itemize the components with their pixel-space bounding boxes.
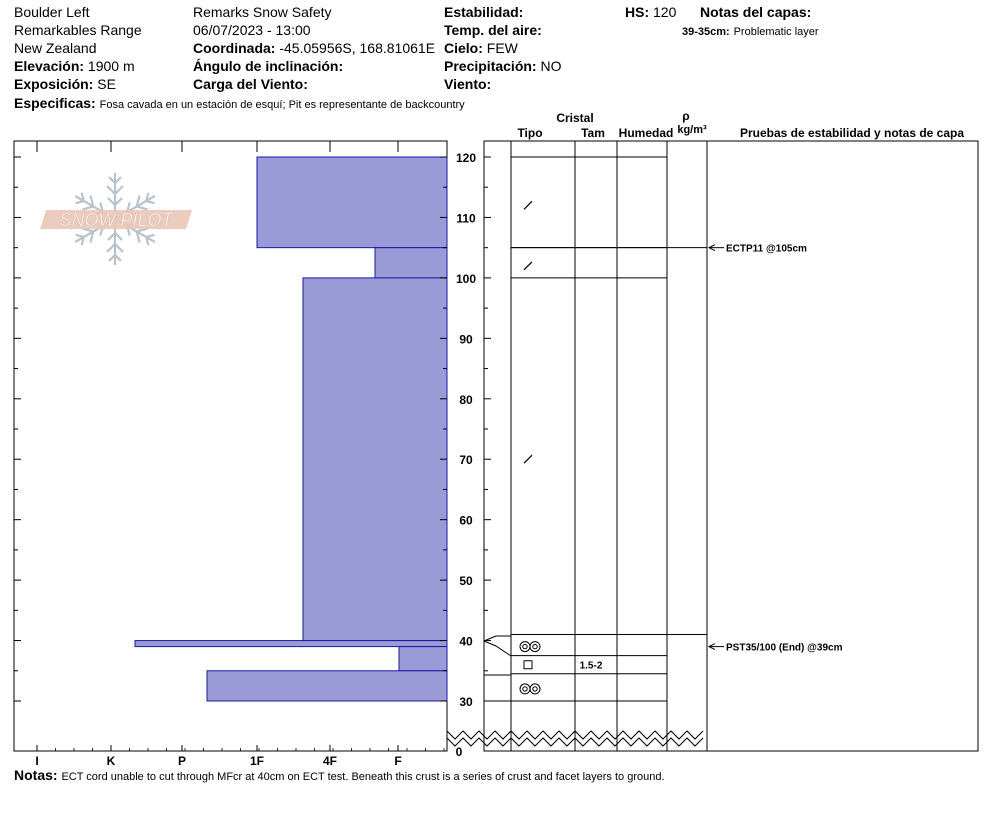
slope-angle-label: Ángulo de inclinación:	[193, 58, 344, 74]
snow-pilot-logo: SNOW PILOT	[40, 173, 192, 267]
hardness-bar-5	[206, 670, 448, 702]
hardness-label-K: K	[107, 754, 116, 768]
depth-label-110: 110	[456, 211, 476, 225]
depth-label-zero: 0	[456, 745, 463, 759]
test-label-0: ECTP11 @105cm	[726, 244, 807, 255]
observer-name: Remarks Snow Safety	[193, 4, 332, 20]
observation-datetime: 06/07/2023 - 13:00	[193, 22, 311, 38]
grain-melt-freeze-icon	[519, 683, 531, 695]
depth-label-120: 120	[456, 151, 476, 165]
precip-value: NO	[540, 58, 562, 74]
hs-value: 120	[653, 4, 677, 20]
sky-row: Cielo: FEW	[444, 39, 518, 57]
wind-load-label: Carga del Viento:	[193, 76, 308, 92]
depth-label-60: 60	[459, 514, 473, 528]
grain-melt-freeze-icon-inner	[522, 643, 528, 650]
specifics-label: Especificas:	[14, 95, 96, 111]
grain-decomposing-icon	[523, 200, 533, 210]
rho-header: ρ	[682, 109, 689, 123]
test-arrow-icon	[707, 244, 716, 252]
test-label-1: PST35/100 (End) @39cm	[726, 643, 843, 654]
stability-tests: ECTP11 @105cm PST35/100 (End) @39cm	[707, 244, 843, 654]
coordinate-label: Coordinada:	[193, 40, 276, 56]
grain-decomposing-icon	[523, 261, 533, 271]
sky-label: Cielo:	[444, 40, 483, 56]
depth-label-90: 90	[459, 332, 473, 346]
elevation-value: 1900 m	[87, 58, 135, 74]
grain-melt-freeze-icon-inner	[532, 643, 538, 650]
grain-melt-freeze-icon	[529, 641, 541, 653]
size-header: Tam	[581, 126, 605, 140]
aspect-value: SE	[97, 76, 116, 92]
hs-label: HS:	[625, 4, 650, 20]
notes-label: Notas:	[14, 767, 58, 783]
aspect-row: Exposición: SE	[14, 75, 116, 93]
layer-connector	[483, 635, 511, 642]
depth-label-70: 70	[459, 453, 473, 467]
country-name: New Zealand	[14, 40, 97, 56]
grain-decomposing-icon	[523, 454, 533, 464]
depth-label-40: 40	[459, 635, 473, 649]
density-unit-header: kg/m³	[677, 124, 707, 136]
stability-label: Estabilidad:	[444, 4, 524, 20]
depth-label-80: 80	[459, 393, 473, 407]
layer-note-text: Problematic layer	[733, 26, 819, 38]
coordinate-value: -45.05956S, 168.81061E	[279, 40, 436, 56]
grain-facet-icon	[523, 660, 533, 670]
grain-melt-freeze-icon-inner	[532, 686, 538, 692]
elevation-label: Elevación:	[14, 58, 85, 74]
wind-label: Viento:	[444, 76, 492, 92]
grain-melt-freeze-icon	[529, 683, 541, 695]
grain-melt-freeze-icon-inner	[522, 686, 528, 692]
layer-connector	[483, 640, 512, 657]
grain-melt-freeze-icon	[519, 641, 531, 653]
humidity-header: Humedad	[619, 126, 674, 140]
precip-label: Precipitación:	[444, 58, 537, 74]
hardness-label-F: F	[394, 754, 401, 768]
test-arrow-icon	[707, 643, 716, 651]
specifics-value: Fosa cavada en un estación de esquí; Pit…	[99, 99, 465, 111]
tests-header: Pruebas de estabilidad y notas de capa	[740, 126, 964, 140]
location-name: Boulder Left	[14, 4, 90, 20]
depth-axis: 30 40 50 60 70 80 90 100 110 120 0	[14, 151, 491, 759]
notes-row: Notas: ECT cord unable to cut through MF…	[14, 766, 665, 786]
crystal-header: Cristal	[556, 111, 593, 125]
sky-value: FEW	[486, 40, 518, 56]
depth-label-50: 50	[459, 574, 473, 588]
hardness-bar-0	[256, 156, 448, 249]
grain-table-frame	[483, 140, 979, 752]
precip-row: Precipitación: NO	[444, 57, 561, 75]
notes-text: ECT cord unable to cut through MFcr at 4…	[61, 771, 665, 783]
layer-notes-title: Notas del capas:	[700, 4, 812, 20]
hardness-bar-3	[134, 640, 448, 648]
hardness-bar-2	[302, 277, 448, 642]
depth-break-line-upper	[446, 730, 704, 740]
specifics-row: Especificas: Fosa cavada en un estación …	[14, 94, 465, 114]
depth-label-30: 30	[459, 695, 473, 709]
hs-row: HS: 120	[625, 3, 676, 21]
type-header: Tipo	[517, 126, 542, 140]
layer-note-range: 39-35cm:	[682, 26, 730, 38]
hardness-bar-1	[374, 247, 448, 279]
coordinate-row: Coordinada: -45.05956S, 168.81061E	[193, 39, 435, 57]
layer-note-row: 39-35cm: Problematic layer	[682, 22, 819, 40]
aspect-label: Exposición:	[14, 76, 94, 92]
logo-text: SNOW PILOT	[59, 210, 174, 230]
hardness-label-1F: 1F	[250, 754, 264, 768]
elevation-row: Elevación: 1900 m	[14, 57, 135, 75]
depth-label-100: 100	[456, 272, 476, 286]
depth-break-line-lower	[446, 737, 704, 747]
grain-table: 1.5-2	[446, 140, 979, 752]
hardness-label-P: P	[178, 754, 186, 768]
hardness-label-4F: 4F	[323, 754, 337, 768]
logo-banner	[40, 210, 192, 229]
hardness-bars	[134, 156, 448, 702]
grain-size-label: 1.5-2	[580, 661, 603, 672]
range-name: Remarkables Range	[14, 22, 142, 38]
hardness-bar-4	[398, 646, 448, 672]
hardness-label-I: I	[35, 754, 38, 768]
air-temp-label: Temp. del aire:	[444, 22, 542, 38]
hardness-axis: I K P 1F 4F F	[35, 141, 445, 768]
